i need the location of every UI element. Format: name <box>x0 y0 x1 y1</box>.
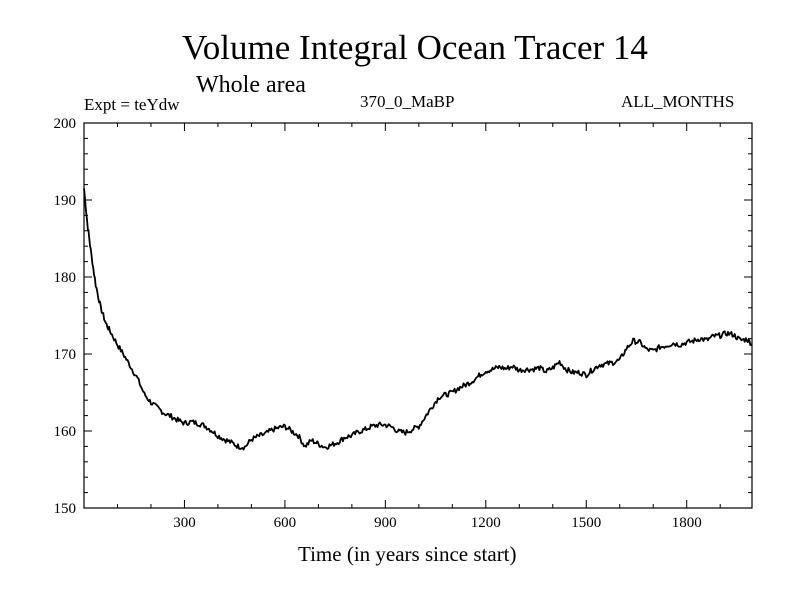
x-tick-label: 1200 <box>471 515 501 531</box>
months-label: ALL_MONTHS <box>621 92 735 111</box>
axis-tick-labels: 300 600 900 1200 1500 1800 150 160 170 180 190 200 <box>54 116 702 531</box>
experiment-label: Expt = teYdw <box>84 95 180 114</box>
x-tick-label: 300 <box>173 515 196 531</box>
series-line-tracer-14 <box>83 188 753 451</box>
x-tick-label: 1500 <box>571 515 601 531</box>
chart-title: Volume Integral Ocean Tracer 14 <box>182 28 648 67</box>
y-tick-label: 160 <box>54 424 77 440</box>
y-tick-label: 150 <box>54 501 77 517</box>
x-tick-label: 900 <box>374 515 397 531</box>
y-tick-label: 200 <box>54 116 77 132</box>
x-axis-label: Time (in years since start) <box>298 542 517 566</box>
x-tick-label: 1800 <box>672 515 702 531</box>
chart-subtitle: Whole area <box>196 72 306 98</box>
y-tick-label: 190 <box>54 193 77 209</box>
y-tick-label: 170 <box>54 347 77 363</box>
run-label: 370_0_MaBP <box>360 92 455 111</box>
plot-frame <box>83 122 753 509</box>
x-tick-label: 600 <box>274 515 297 531</box>
axis-ticks <box>84 122 752 509</box>
y-tick-label: 180 <box>54 270 77 286</box>
